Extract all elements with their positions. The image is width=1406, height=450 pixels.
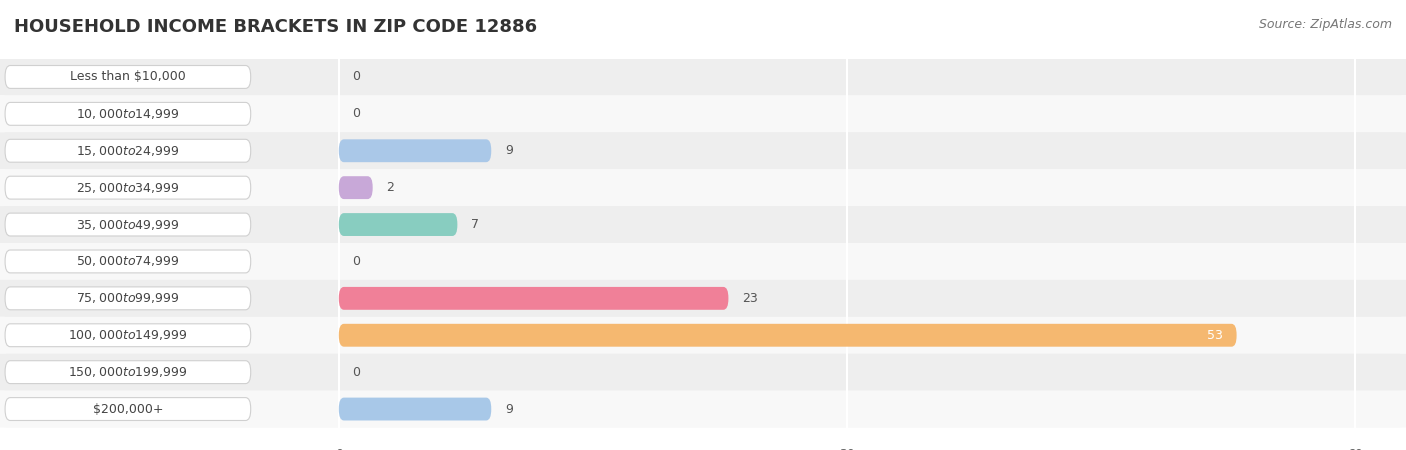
FancyBboxPatch shape (6, 66, 250, 88)
Text: Less than $10,000: Less than $10,000 (70, 71, 186, 83)
Text: 0: 0 (353, 71, 360, 83)
Text: $15,000 to $24,999: $15,000 to $24,999 (76, 144, 180, 158)
FancyBboxPatch shape (339, 398, 491, 420)
Text: $100,000 to $149,999: $100,000 to $149,999 (67, 328, 187, 342)
FancyBboxPatch shape (0, 280, 1406, 317)
FancyBboxPatch shape (6, 250, 250, 273)
FancyBboxPatch shape (339, 176, 373, 199)
Text: $50,000 to $74,999: $50,000 to $74,999 (76, 254, 180, 269)
Text: $75,000 to $99,999: $75,000 to $99,999 (76, 291, 180, 306)
Text: 2: 2 (387, 181, 394, 194)
Text: HOUSEHOLD INCOME BRACKETS IN ZIP CODE 12886: HOUSEHOLD INCOME BRACKETS IN ZIP CODE 12… (14, 18, 537, 36)
FancyBboxPatch shape (339, 324, 1237, 346)
FancyBboxPatch shape (0, 169, 1406, 206)
Text: 0: 0 (353, 108, 360, 120)
Text: Source: ZipAtlas.com: Source: ZipAtlas.com (1258, 18, 1392, 31)
Text: 9: 9 (505, 403, 513, 415)
FancyBboxPatch shape (0, 317, 1406, 354)
FancyBboxPatch shape (6, 398, 250, 420)
FancyBboxPatch shape (6, 213, 250, 236)
FancyBboxPatch shape (0, 354, 1406, 391)
FancyBboxPatch shape (339, 287, 728, 310)
FancyBboxPatch shape (0, 58, 1406, 95)
FancyBboxPatch shape (6, 140, 250, 162)
FancyBboxPatch shape (0, 132, 1406, 169)
Text: 0: 0 (335, 448, 343, 450)
FancyBboxPatch shape (0, 243, 1406, 280)
Text: $200,000+: $200,000+ (93, 403, 163, 415)
Text: 30: 30 (839, 448, 855, 450)
FancyBboxPatch shape (6, 324, 250, 346)
Text: 23: 23 (742, 292, 758, 305)
Text: $25,000 to $34,999: $25,000 to $34,999 (76, 180, 180, 195)
Text: 0: 0 (353, 255, 360, 268)
FancyBboxPatch shape (339, 140, 491, 162)
FancyBboxPatch shape (6, 287, 250, 310)
FancyBboxPatch shape (0, 280, 1406, 317)
FancyBboxPatch shape (0, 317, 1406, 354)
FancyBboxPatch shape (339, 213, 457, 236)
FancyBboxPatch shape (6, 176, 250, 199)
Text: 53: 53 (1208, 329, 1223, 342)
FancyBboxPatch shape (6, 103, 250, 125)
FancyBboxPatch shape (0, 95, 1406, 132)
Text: $10,000 to $14,999: $10,000 to $14,999 (76, 107, 180, 121)
FancyBboxPatch shape (6, 361, 250, 383)
FancyBboxPatch shape (0, 206, 1406, 243)
FancyBboxPatch shape (0, 391, 1406, 428)
FancyBboxPatch shape (0, 391, 1406, 428)
Text: $35,000 to $49,999: $35,000 to $49,999 (76, 217, 180, 232)
FancyBboxPatch shape (0, 206, 1406, 243)
Text: $150,000 to $199,999: $150,000 to $199,999 (67, 365, 187, 379)
Text: 0: 0 (353, 366, 360, 378)
Text: 9: 9 (505, 144, 513, 157)
FancyBboxPatch shape (0, 132, 1406, 169)
FancyBboxPatch shape (0, 354, 1406, 391)
FancyBboxPatch shape (0, 169, 1406, 206)
FancyBboxPatch shape (0, 58, 1406, 95)
FancyBboxPatch shape (0, 243, 1406, 280)
FancyBboxPatch shape (0, 95, 1406, 132)
Text: 7: 7 (471, 218, 479, 231)
Text: 60: 60 (1347, 448, 1364, 450)
